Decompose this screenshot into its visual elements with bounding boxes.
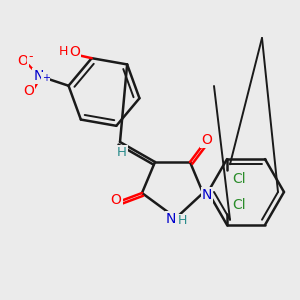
Text: N: N — [33, 69, 44, 83]
Text: Cl: Cl — [232, 198, 246, 212]
Text: Cl: Cl — [232, 172, 246, 186]
Text: H: H — [59, 45, 68, 58]
Text: O: O — [202, 133, 212, 147]
Text: O: O — [111, 193, 122, 207]
Text: H: H — [177, 214, 187, 227]
Text: O: O — [17, 54, 28, 68]
Text: -: - — [28, 50, 33, 63]
Text: N: N — [202, 188, 212, 202]
Text: O: O — [69, 45, 80, 59]
Text: +: + — [41, 73, 50, 83]
Text: N: N — [166, 212, 176, 226]
Text: H: H — [117, 146, 127, 160]
Text: O: O — [23, 84, 34, 98]
